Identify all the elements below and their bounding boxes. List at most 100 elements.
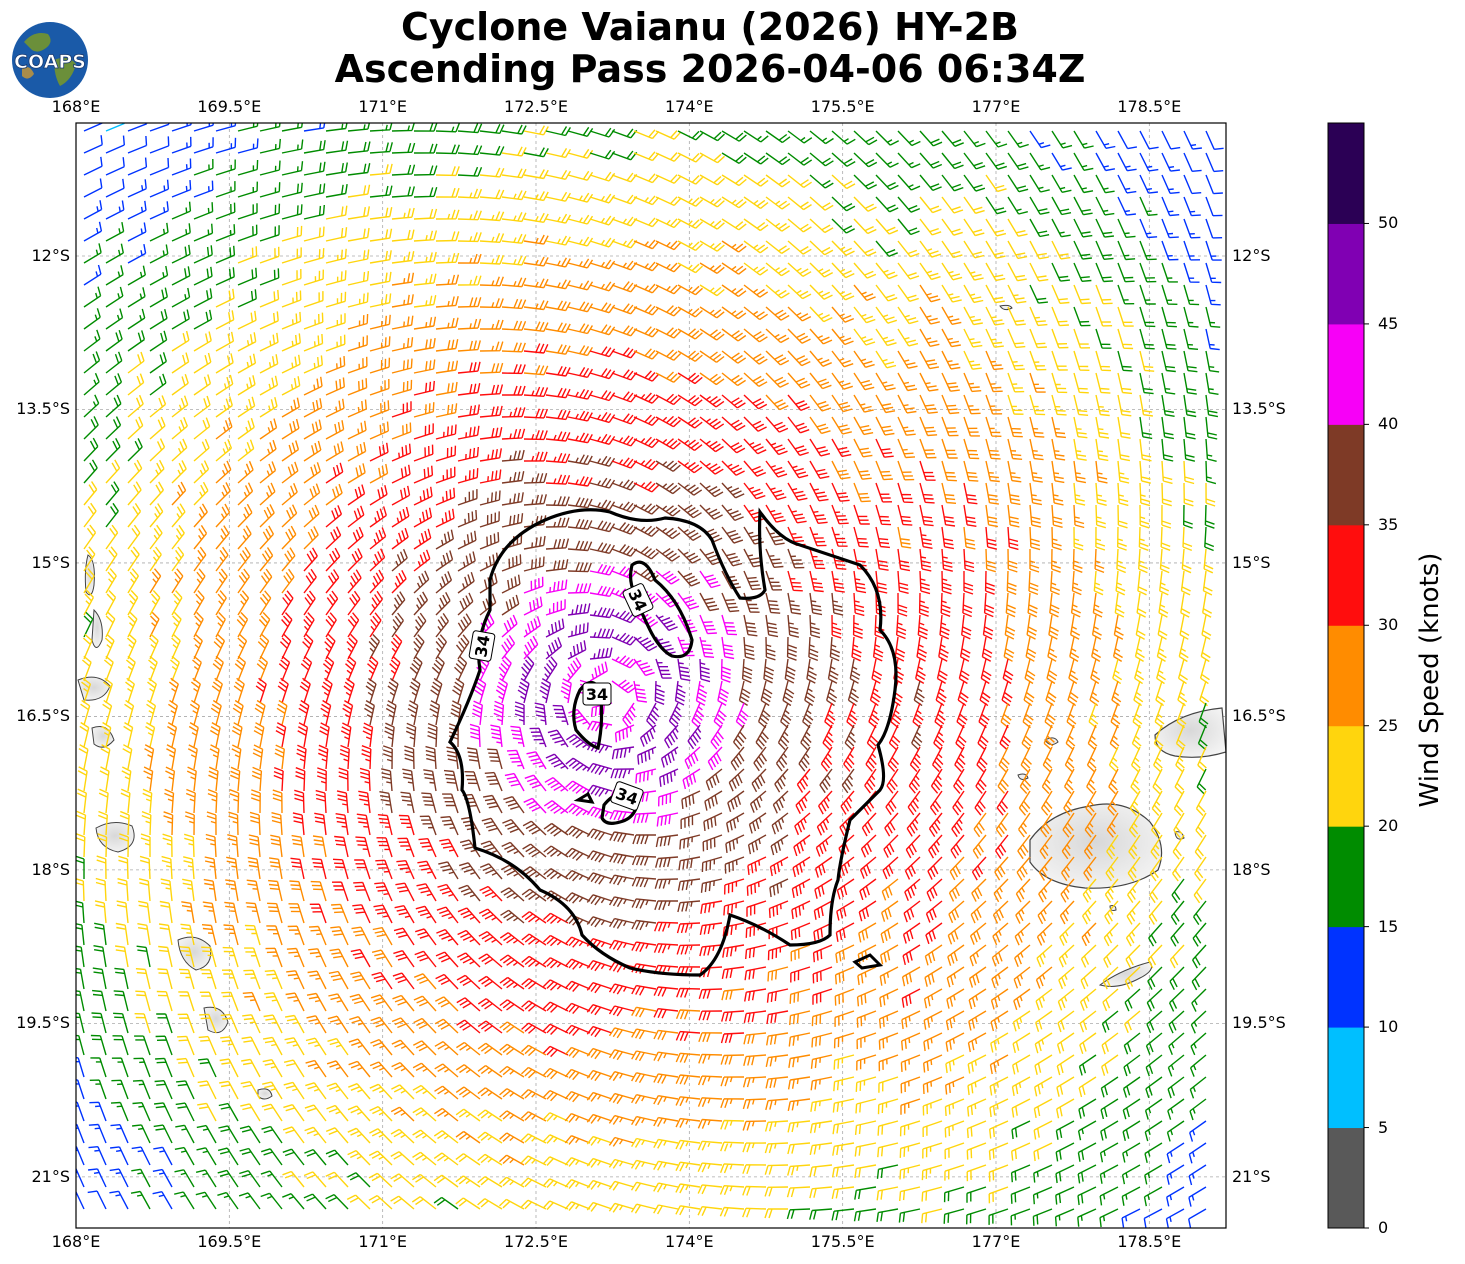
wind-barb [325, 590, 339, 616]
wind-barb [655, 482, 681, 495]
wind-barb [1139, 416, 1153, 440]
wind-barb [149, 309, 168, 330]
wind-barb [567, 583, 592, 594]
wind-barb [171, 352, 190, 374]
colorbar-tick-label: 50 [1378, 213, 1399, 233]
wind-barb [90, 1057, 107, 1078]
wind-barb [765, 350, 790, 366]
wind-barb [1129, 790, 1141, 816]
wind-barb [146, 699, 157, 726]
wind-barb [586, 828, 613, 841]
wind-barb [200, 969, 217, 990]
wind-barb [237, 159, 259, 176]
wind-barb [653, 1138, 679, 1149]
wind-barb [720, 1098, 745, 1109]
wind-barb [586, 784, 613, 797]
wind-barb [1029, 482, 1043, 506]
wind-barb [102, 699, 113, 726]
wind-barb [171, 309, 190, 330]
wind-barb [677, 306, 703, 318]
lon-tick-label-top: 174°E [665, 97, 714, 116]
wind-barb [83, 524, 97, 550]
lon-tick-label-top: 177°E [971, 97, 1021, 116]
wind-barb [792, 856, 811, 878]
wind-barb [329, 948, 349, 968]
wind-barb [1011, 1076, 1031, 1097]
wind-barb [941, 240, 963, 259]
wind-barb [1080, 944, 1097, 968]
wind-barb [79, 721, 90, 748]
wind-barb [931, 746, 944, 772]
wind-barb [545, 496, 570, 507]
wind-barb [547, 729, 569, 748]
wind-barb [838, 834, 855, 858]
wind-barb [95, 877, 107, 902]
wind-barb [721, 570, 741, 590]
wind-barb [809, 328, 833, 345]
wind-barb [121, 766, 132, 792]
wind-barb [76, 833, 86, 858]
wind-barb [347, 420, 367, 440]
lat-tick-label-left: 18°S [31, 859, 70, 879]
contour-label-text: 34 [586, 685, 608, 704]
wind-barb [1135, 614, 1146, 640]
wind-barb [283, 1059, 305, 1078]
wind-barb [1167, 1076, 1185, 1099]
wind-barb [611, 347, 638, 359]
wind-barb [677, 394, 703, 407]
wind-barb [586, 1179, 613, 1190]
wind-barb [499, 976, 525, 990]
wind-barb [1040, 812, 1053, 838]
wind-barb [479, 341, 504, 352]
wind-barb [501, 554, 522, 572]
wind-barb [1027, 592, 1038, 618]
wind-barb [879, 966, 899, 986]
wind-barb [721, 614, 738, 636]
wind-barb [1083, 856, 1097, 882]
wind-barb [1106, 834, 1119, 860]
wind-barb [1143, 1186, 1163, 1207]
wind-barb [966, 1142, 987, 1160]
wind-barb [136, 945, 151, 968]
wind-barb [901, 1010, 921, 1030]
wind-barb [630, 1203, 657, 1214]
wind-barb [248, 834, 261, 858]
wind-barb [372, 927, 393, 946]
wind-barb [164, 788, 175, 814]
wind-barb [122, 744, 133, 770]
lon-tick-label-bottom: 178.5°E [1117, 1232, 1182, 1251]
wind-barb [347, 1127, 371, 1144]
wind-barb [391, 1084, 415, 1100]
wind-barb [913, 680, 925, 707]
wind-barb [633, 680, 647, 703]
wind-barb [1007, 482, 1021, 506]
wind-barb [1029, 196, 1050, 215]
wind-barb [865, 746, 877, 772]
wind-barb [985, 174, 1007, 193]
wind-barb [416, 883, 437, 902]
wind-barb [1014, 922, 1031, 946]
wind-barb [209, 721, 221, 748]
wind-barb [1035, 1010, 1053, 1032]
wind-barb [565, 780, 591, 794]
wind-barb [853, 174, 878, 190]
wind-barb [899, 1120, 921, 1137]
wind-barb [963, 526, 976, 550]
wind-barb [1028, 570, 1039, 596]
wind-barb [897, 504, 913, 526]
wind-barb [281, 590, 294, 616]
wind-barb [1175, 746, 1185, 773]
wind-barb [140, 833, 151, 857]
wind-barb [110, 1101, 129, 1122]
wind-barb [435, 445, 457, 462]
wind-barb [352, 904, 371, 924]
wind-barb [1188, 1186, 1207, 1207]
wind-barb [391, 548, 408, 572]
wind-barb [413, 337, 436, 352]
wind-barb [735, 702, 749, 729]
wind-barb [1138, 526, 1149, 551]
wind-barb [1029, 284, 1048, 304]
wind-barb [989, 1076, 1009, 1096]
wind-barb [503, 796, 525, 814]
wind-barb [795, 790, 811, 815]
